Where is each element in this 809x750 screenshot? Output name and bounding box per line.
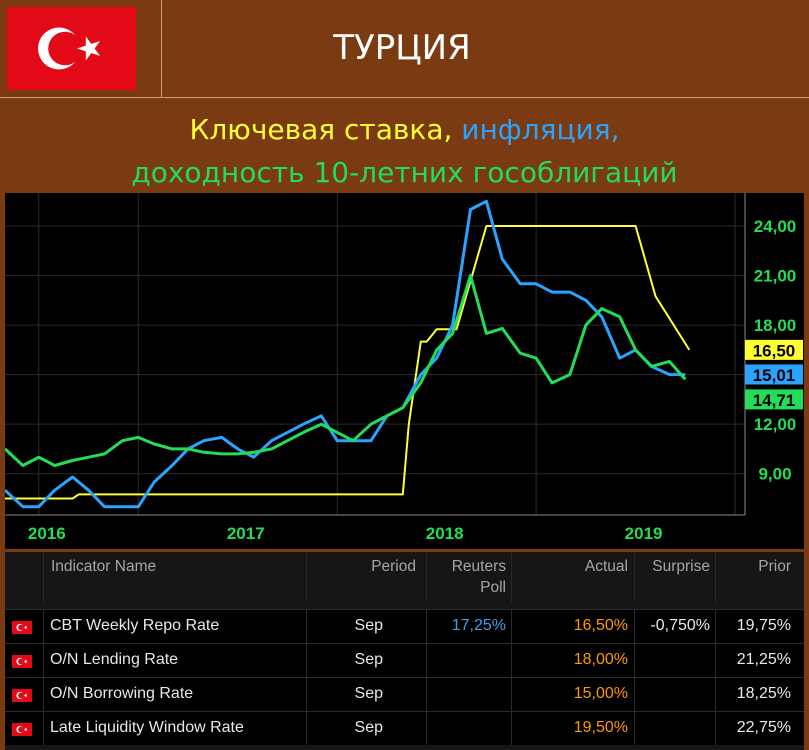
col-sep bbox=[634, 712, 635, 745]
col-sep bbox=[426, 552, 427, 602]
table-row[interactable]: Late Liquidity Window Rate Sep 19,50% 22,75… bbox=[5, 711, 804, 745]
y-tick-label: 24,00 bbox=[754, 217, 797, 236]
last-value-label: 14,71 bbox=[753, 391, 796, 410]
inflation-series-line bbox=[5, 199, 686, 509]
chart-area: 9,0012,0015,0018,0021,0024,0020162017201… bbox=[5, 193, 804, 549]
surprise-value: -0,750% bbox=[650, 617, 710, 634]
col-sep bbox=[715, 610, 716, 643]
header-period[interactable]: Period bbox=[371, 558, 416, 575]
col-sep bbox=[306, 610, 307, 643]
subtitle-bond: доходность 10-летних гособлигаций bbox=[131, 156, 678, 189]
col-sep bbox=[43, 610, 44, 643]
indicator-table: Indicator Name Period Reuters Poll Actua… bbox=[5, 552, 804, 750]
col-sep bbox=[306, 552, 307, 602]
col-sep bbox=[715, 552, 716, 602]
y-tick-label: 18,00 bbox=[754, 316, 797, 335]
table-row[interactable]: O/N Borrowing Rate Sep 15,00% 18,25% bbox=[5, 677, 804, 711]
prior-value: 22,75% bbox=[736, 719, 791, 736]
header-surprise[interactable]: Surprise bbox=[652, 558, 710, 575]
period-value: Sep bbox=[354, 719, 383, 736]
actual-value: 15,00% bbox=[573, 685, 628, 702]
x-tick-label: 2016 bbox=[28, 524, 66, 543]
header-reuters-poll[interactable]: Reuters Poll bbox=[426, 556, 506, 606]
indicator-name: O/N Lending Rate bbox=[50, 651, 179, 668]
subtitle-rate: Ключевая ставка, bbox=[189, 113, 462, 146]
col-sep bbox=[426, 610, 427, 643]
col-sep bbox=[43, 644, 44, 677]
col-sep bbox=[511, 678, 512, 711]
actual-value: 18,00% bbox=[573, 651, 628, 668]
turkey-flag-icon bbox=[12, 655, 32, 668]
col-sep bbox=[426, 678, 427, 711]
col-sep bbox=[43, 712, 44, 745]
actual-value: 19,50% bbox=[573, 719, 628, 736]
col-sep bbox=[306, 712, 307, 745]
header-indicator-name[interactable]: Indicator Name bbox=[51, 558, 157, 575]
header-bottom-rule bbox=[0, 97, 809, 98]
actual-value: 16,50% bbox=[573, 617, 628, 634]
col-sep bbox=[715, 678, 716, 711]
page-title: ТУРЦИЯ bbox=[333, 28, 471, 68]
rate-series-line bbox=[5, 225, 691, 500]
reuters-poll-value: 17,25% bbox=[451, 617, 506, 634]
header-reuters-label: Reuters bbox=[451, 558, 506, 575]
indicator-name: Late Liquidity Window Rate bbox=[50, 719, 244, 736]
col-sep bbox=[43, 552, 44, 602]
header-actual[interactable]: Actual bbox=[584, 558, 628, 575]
y-tick-label: 21,00 bbox=[754, 267, 797, 286]
period-value: Sep bbox=[354, 651, 383, 668]
prior-value: 18,25% bbox=[736, 685, 791, 702]
col-sep bbox=[715, 712, 716, 745]
col-sep bbox=[306, 644, 307, 677]
col-sep bbox=[426, 644, 427, 677]
turkey-flag-icon bbox=[12, 621, 32, 634]
subtitle-inflation: инфляция, bbox=[461, 113, 620, 146]
table-row[interactable]: O/N Lending Rate Sep 18,00% 21,25% bbox=[5, 643, 804, 677]
x-tick-label: 2017 bbox=[227, 524, 265, 543]
bond-series-line bbox=[5, 274, 687, 467]
col-sep bbox=[511, 712, 512, 745]
header: ТУРЦИЯ bbox=[0, 0, 809, 98]
line-chart: 9,0012,0015,0018,0021,0024,0020162017201… bbox=[5, 193, 803, 543]
last-value-label: 16,50 bbox=[753, 341, 796, 360]
y-tick-label: 9,00 bbox=[758, 465, 791, 484]
last-value-label: 15,01 bbox=[753, 366, 796, 385]
last-value-badge bbox=[745, 389, 803, 410]
col-sep bbox=[715, 644, 716, 677]
col-sep bbox=[634, 610, 635, 643]
period-value: Sep bbox=[354, 685, 383, 702]
turkey-flag-icon bbox=[7, 7, 136, 90]
col-sep bbox=[511, 644, 512, 677]
header-prior[interactable]: Prior bbox=[758, 558, 791, 575]
header-poll-label: Poll bbox=[480, 579, 506, 596]
col-sep bbox=[634, 678, 635, 711]
y-tick-label: 12,00 bbox=[754, 415, 797, 434]
col-sep bbox=[511, 610, 512, 643]
turkey-flag-icon bbox=[12, 689, 32, 702]
last-value-badge bbox=[745, 339, 803, 360]
x-tick-label: 2018 bbox=[426, 524, 464, 543]
turkey-flag-icon bbox=[12, 723, 32, 736]
col-sep bbox=[634, 552, 635, 602]
indicator-name: O/N Borrowing Rate bbox=[50, 685, 194, 702]
table-row[interactable]: CBT Weekly Repo Rate Sep 17,25% 16,50% -0,75… bbox=[5, 609, 804, 643]
col-sep bbox=[306, 678, 307, 711]
chart-subtitle: Ключевая ставка, инфляция, доходность 10… bbox=[0, 108, 809, 194]
col-sep bbox=[426, 712, 427, 745]
col-sep bbox=[511, 552, 512, 602]
indicator-name: CBT Weekly Repo Rate bbox=[50, 617, 220, 634]
col-sep bbox=[43, 678, 44, 711]
prior-value: 21,25% bbox=[736, 651, 791, 668]
last-value-badge bbox=[745, 364, 803, 385]
col-sep bbox=[634, 644, 635, 677]
header-divider bbox=[161, 0, 162, 98]
prior-value: 19,75% bbox=[736, 617, 791, 634]
x-tick-label: 2019 bbox=[625, 524, 663, 543]
period-value: Sep bbox=[354, 617, 383, 634]
